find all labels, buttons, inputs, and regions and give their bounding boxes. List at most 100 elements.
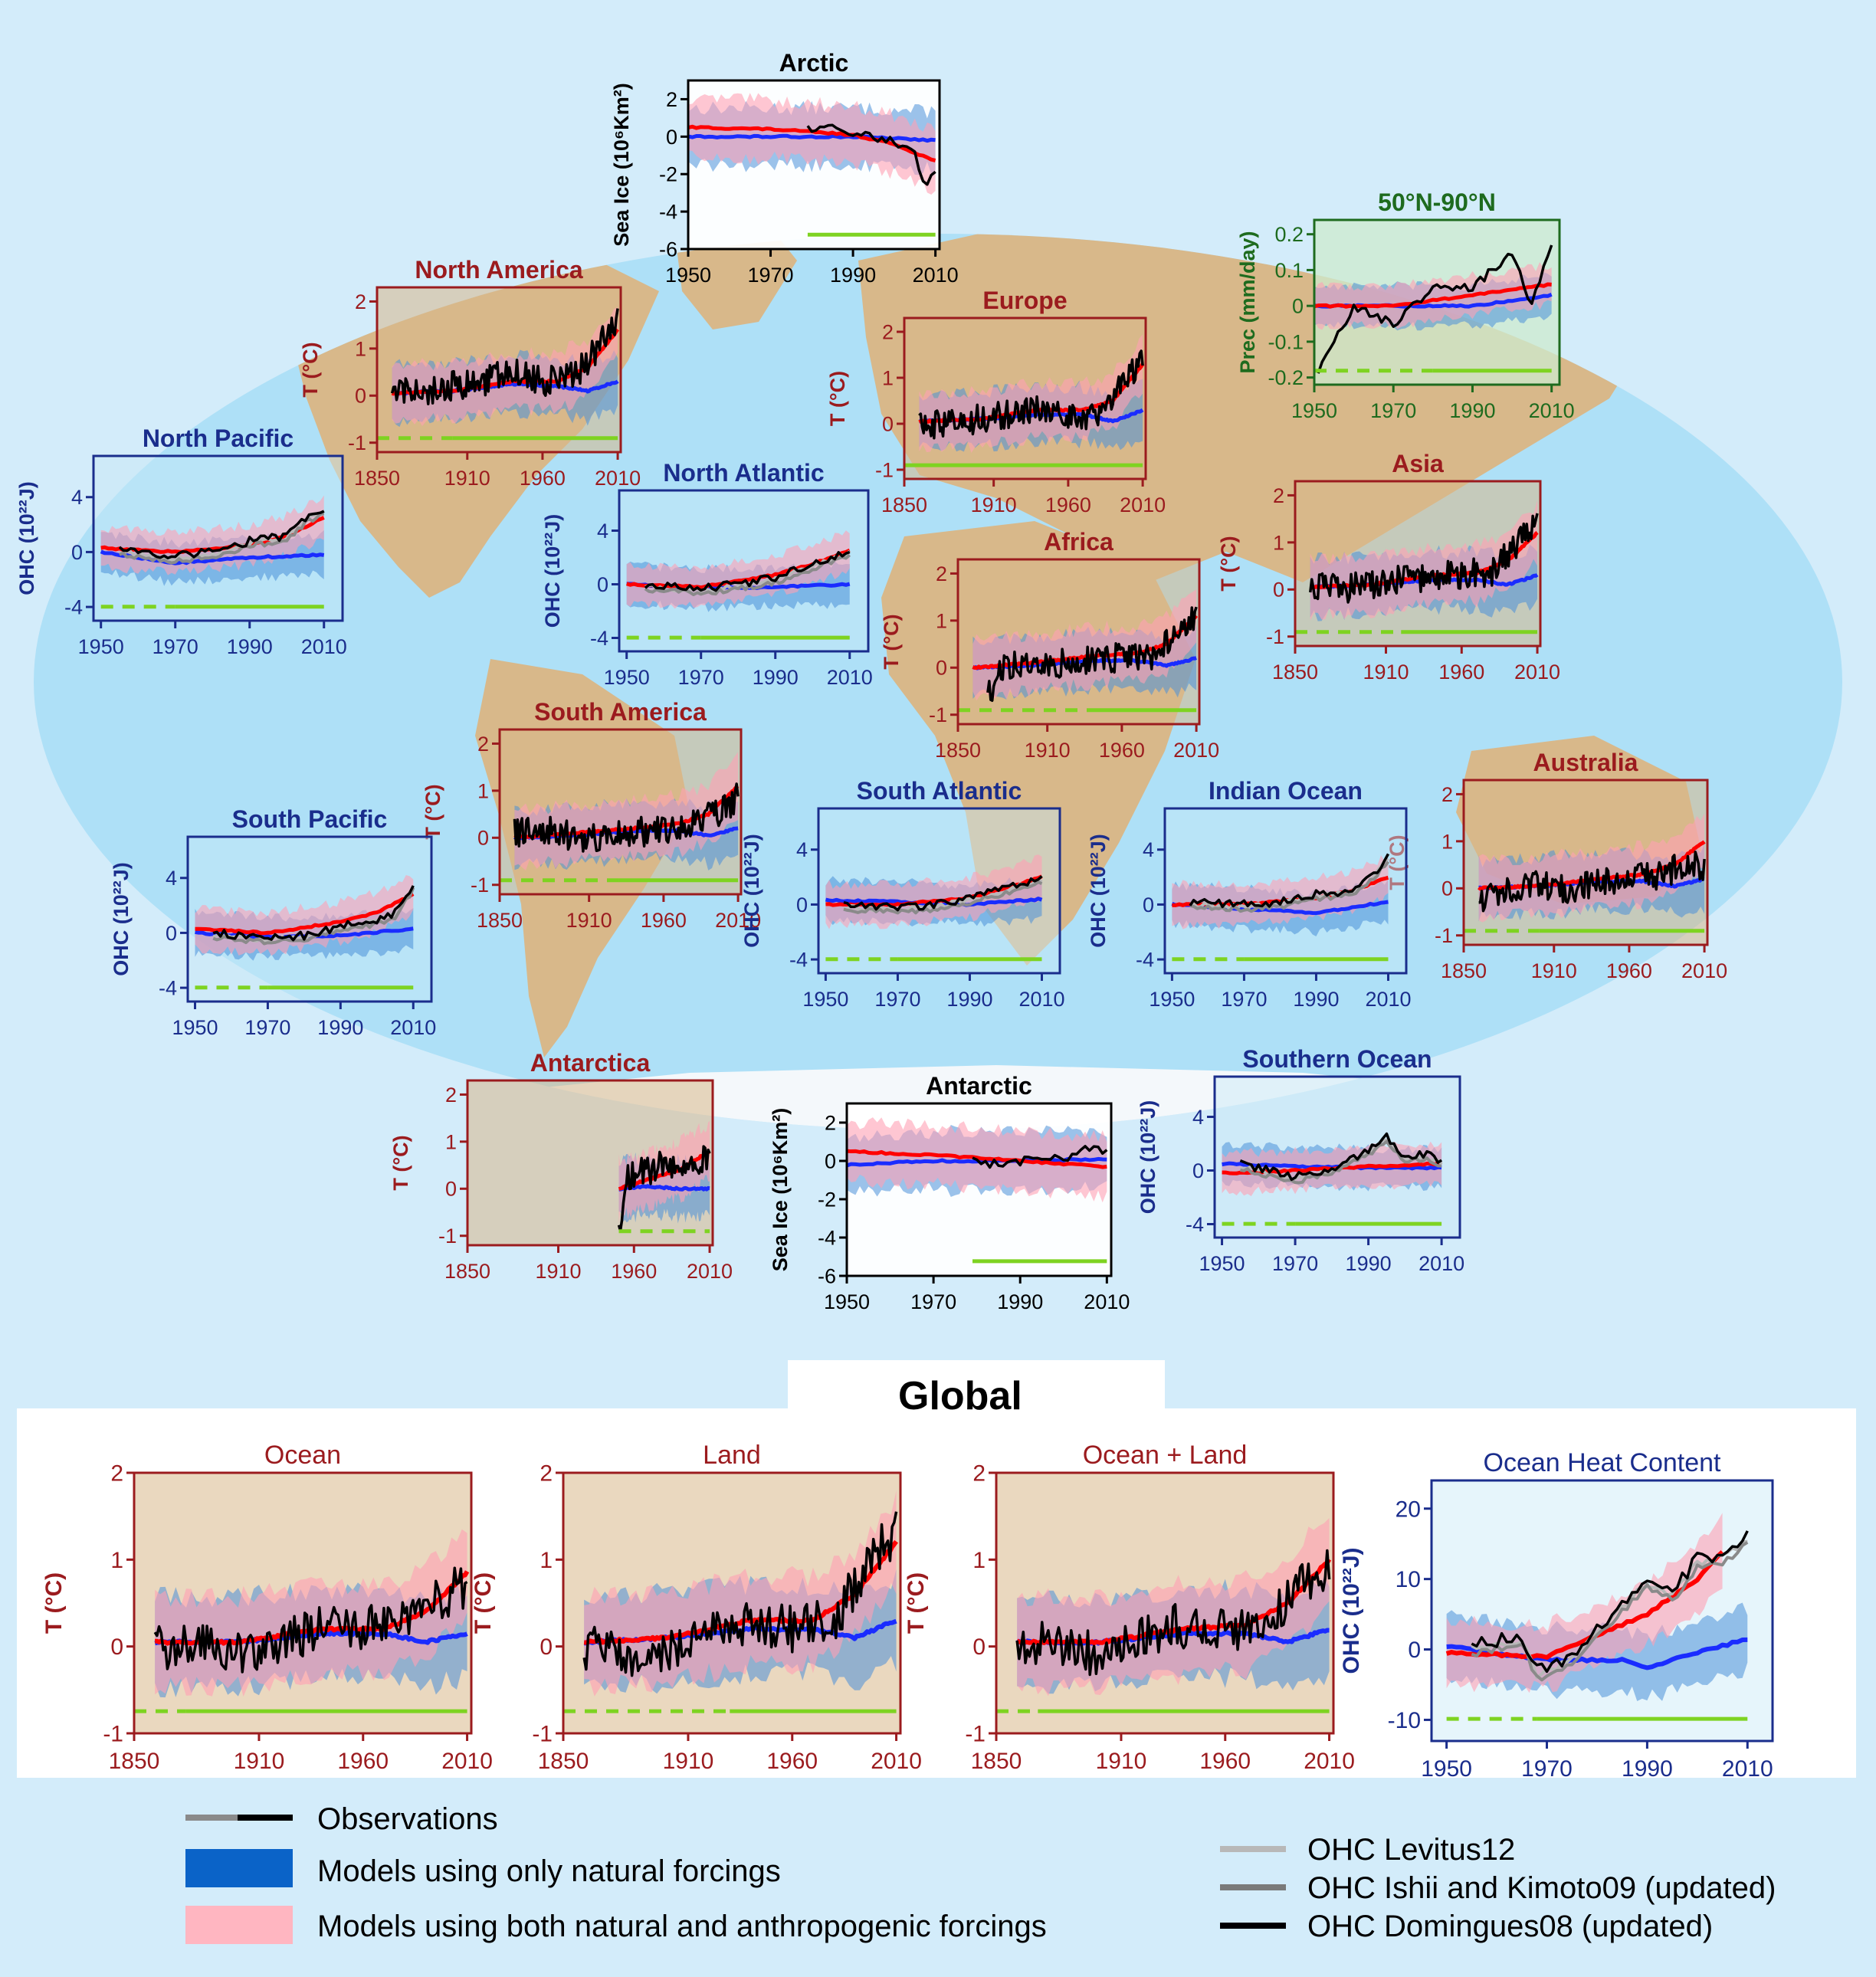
panel-title: Antarctica	[530, 1049, 651, 1077]
xtick-label-1: 1910	[1025, 739, 1071, 762]
xtick-label-1: 1910	[234, 1749, 285, 1774]
xtick-label-3: 2010	[687, 1260, 733, 1283]
panel-frame	[903, 316, 1147, 480]
panel-frame	[92, 454, 344, 622]
anthro-forcing-band	[1314, 261, 1552, 330]
panel-frame	[562, 1471, 902, 1735]
ytick-label-3: -1	[929, 703, 947, 726]
ytick-label-0: 2	[825, 1111, 836, 1134]
legend-domingues-label: OHC Domingues08 (updated)	[1307, 1910, 1714, 1943]
xtick-label-3: 2010	[1173, 739, 1219, 762]
natural-forcing-line	[687, 133, 936, 143]
ytick-label-3: -1	[965, 1722, 986, 1747]
ytick-label-3: -1	[103, 1722, 123, 1747]
ytick-label-3: -0.1	[1268, 330, 1304, 353]
xtick-label-0: 1850	[444, 1260, 490, 1283]
xtick-label-0: 1950	[1291, 399, 1337, 422]
ytick-label-4: -0.2	[1268, 366, 1304, 389]
ylabel: T (°C)	[41, 1572, 67, 1634]
panel-title: South Atlantic	[857, 777, 1022, 805]
xtick-label-1: 1970	[910, 1290, 956, 1313]
xtick-label-1: 1970	[748, 264, 794, 287]
legend-natural-label: Models using only natural forcings	[317, 1854, 781, 1888]
observations-line	[843, 875, 1043, 912]
xtick-label-0: 1950	[1149, 988, 1195, 1011]
panel-antarctic: 2 0 -2 -4 -6 1950 1970 1990 2010 Antarctic Sea Ice…	[769, 1072, 1130, 1313]
ytick-label-0: 2	[355, 290, 366, 313]
ytick-label-1: 1	[445, 1130, 457, 1153]
panel-title: 50°N-90°N	[1378, 189, 1496, 216]
obs-ishii-line	[644, 553, 851, 596]
legend-anthro-label: Models using both natural and anthropoge…	[317, 1910, 1047, 1943]
panel-frame	[618, 489, 870, 653]
panel-north_america: 2 1 0 -1 1850 1910 1960 2010 North America T (°C)	[299, 256, 641, 490]
ylabel: OHC (10²²J)	[1136, 1100, 1159, 1215]
ytick-label-0: 2	[972, 1461, 986, 1487]
legend-anthro-swatch	[185, 1906, 293, 1944]
xtick-label-1: 1970	[678, 666, 724, 689]
ytick-label-1: 1	[1441, 830, 1453, 853]
panel-title: Arctic	[779, 49, 849, 77]
ytick-label-3: -1	[1266, 625, 1284, 648]
anthro-forcing-band	[1446, 1513, 1723, 1693]
xtick-label-1: 1970	[153, 635, 198, 658]
observations-line	[1309, 513, 1539, 604]
observations-line	[1471, 1530, 1749, 1674]
ytick-label-0: 4	[71, 486, 83, 509]
panel-north_pacific: 4 0 -4 1950 1970 1990 2010 North Pacific OHC (10…	[15, 425, 347, 658]
panel-frame	[1430, 1479, 1774, 1743]
xtick-label-2: 1990	[946, 988, 992, 1011]
xtick-label-1: 1970	[874, 988, 920, 1011]
ytick-label-0: 2	[666, 88, 677, 111]
ytick-label-2: 0	[882, 412, 894, 435]
ytick-label-1: 0	[666, 126, 677, 149]
panel-north_atlantic: 4 0 -4 1950 1970 1990 2010 North Atlantic OHC (1…	[541, 459, 873, 689]
ytick-label-1: 1	[972, 1548, 986, 1573]
ylabel: T (°C)	[904, 1572, 929, 1634]
panel-frame	[956, 558, 1201, 726]
ytick-label-0: 0.2	[1274, 223, 1304, 246]
ytick-label-1: 0	[1143, 893, 1154, 916]
ytick-label-3: -4	[659, 201, 677, 224]
legend-observations-label: Observations	[317, 1802, 498, 1836]
xtick-label-0: 1850	[477, 909, 523, 932]
ytick-label-2: 0	[972, 1634, 986, 1660]
ylabel: OHC (10²²J)	[1087, 834, 1110, 948]
panel-title: South America	[534, 698, 707, 726]
panel-title: Asia	[1392, 450, 1444, 477]
ytick-label-2: 0	[540, 1634, 553, 1660]
ylabel: Sea Ice (10⁶Km²)	[769, 1108, 792, 1272]
xtick-label-3: 2010	[301, 635, 347, 658]
ytick-label-4: -6	[818, 1264, 836, 1287]
panel-title: Indian Ocean	[1209, 777, 1363, 805]
ytick-label-2: 0	[110, 1634, 123, 1660]
panel-lat_50_90: 0.2 0.1 0 -0.1 -0.2 1950 1970 1990 2010 50°N-90°N…	[1236, 189, 1575, 422]
ytick-label-3: -4	[818, 1226, 836, 1249]
ytick-label-0: 2	[1441, 783, 1453, 806]
ytick-label-0: 4	[796, 838, 808, 861]
panel-frame	[1163, 807, 1408, 975]
xtick-label-3: 2010	[1418, 1252, 1464, 1275]
ytick-label-1: 1	[882, 366, 894, 389]
panel-arctic: 2 0 -2 -4 -6 1950 1970 1990 2010 Arctic Sea Ice (1…	[610, 49, 959, 287]
observations-line	[1317, 244, 1553, 374]
ytick-label-0: 20	[1396, 1497, 1421, 1522]
observations-line	[153, 1566, 468, 1674]
xtick-label-3: 2010	[871, 1749, 922, 1774]
ytick-label-1: 1	[540, 1548, 553, 1573]
ytick-label-0: 2	[1273, 484, 1284, 507]
ytick-label-1: 0	[825, 1149, 836, 1172]
xtick-label-3: 2010	[1120, 493, 1166, 516]
xtick-label-2: 1990	[753, 666, 799, 689]
ytick-label-2: -2	[659, 163, 677, 186]
ytick-label-1: 1	[1273, 531, 1284, 554]
observations-line	[390, 308, 619, 405]
xtick-label-1: 1910	[663, 1749, 714, 1774]
anthro-forcing-line	[846, 1149, 1107, 1169]
panel-title: Antarctic	[926, 1072, 1032, 1100]
xtick-label-0: 1950	[1199, 1252, 1245, 1275]
